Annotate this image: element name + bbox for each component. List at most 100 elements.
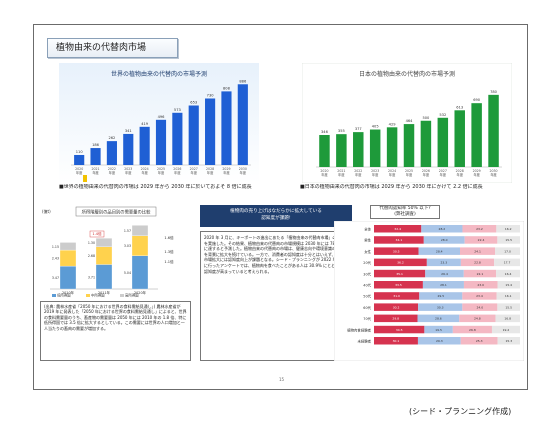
demand-annotation: 1.6倍 [164,235,174,240]
survey-value-label: 17.7 [504,261,511,265]
survey-value-label: 19.5 [435,328,442,332]
survey-chart-svg: 全体 32.4 28.2 23.2 16.2 男性 34.1 28.0 22.4 15.5 女性 30… [334,221,524,361]
chart-bar [319,134,330,167]
chart-value-label: 464 [406,119,414,123]
chart-tick-label: 2021 [337,169,345,173]
chart-tick-label: 2025 [157,167,165,171]
survey-bar-segment [452,325,492,334]
survey-bar-segment [491,325,520,334]
demand-tick-label: 2010年 [62,290,75,295]
demand-chart-svg: (億t) 所得階層別の品目別の需要量の比較 3.47 2.43 1.15 2010年 3… [42,206,174,298]
chart-tick-label: 2028 [456,169,464,173]
survey-bar-segment [374,236,424,244]
survey-row-label: 全体 [364,227,371,232]
chart-tick-label: 2027 [439,169,447,173]
survey-bar-segment [424,325,453,334]
survey-bar-segment [426,258,461,267]
survey-row-label: 20代 [363,260,371,265]
survey-bar-segment [374,258,427,267]
chart-value-label: 653 [190,101,197,105]
survey-value-label: 28.2 [439,227,446,231]
chart-tick-label: 年度 [457,172,464,177]
survey-bar-segment [494,258,520,267]
chart-value-label: 500 [422,116,430,120]
chart-tick-label: 年度 [125,170,132,175]
survey-value-label: 28.1 [440,283,447,287]
survey-value-label: 15.5 [505,305,512,309]
chart-tick-label: 2024 [141,167,149,171]
chart-tick-label: 年度 [406,172,413,177]
chart-bar [437,117,449,167]
chart-tick-label: 2029 [222,167,230,171]
demand-bar-segment [59,249,77,267]
chart-tick-label: 2022 [354,169,362,173]
survey-row-label: 70代 [363,316,371,321]
survey-value-label: 24.1 [474,249,481,253]
chart-bar [74,154,85,165]
survey-bar-segment [418,303,463,311]
survey-value-label: 23.2 [476,227,483,231]
chart-bar [353,132,364,167]
survey-value-label: 33.5 [395,283,402,287]
world-market-chart: 世界の植物由来の代替肉の市場予測 110 2020 年度 186 2021 年度 262 20… [59,63,259,183]
survey-value-label: 36.2 [397,261,404,265]
survey-value-label: 29.5 [437,294,444,298]
chart-bar [155,119,167,165]
survey-bar-segment [496,269,520,278]
demand-legend-label: 中所得国 [91,293,105,298]
survey-value-label: 30.2 [393,305,400,309]
survey-bar-segment [418,247,460,255]
chart-tick-label: 2020 [75,167,83,171]
survey-bar-segment [374,303,419,311]
survey-bar-segment [460,258,495,267]
survey-bar-segment [463,269,497,278]
demand-bar-segment [59,242,77,251]
survey-value-label: 24.0 [477,305,484,309]
demand-bar-segment [95,246,113,265]
chart-bar [336,134,347,167]
chart-tick-label: 2025 [405,169,413,173]
chart-tick-label: 年度 [440,172,447,177]
demand-legend-swatch [120,294,124,297]
chart-value-label: 341 [125,129,132,133]
chart-tick-label: 年度 [355,172,362,177]
image-credit: (シード・プランニング作成) [409,407,512,416]
survey-bar-segment [423,236,465,244]
survey-value-label: 28.0 [441,238,448,242]
survey-bar-segment [374,314,418,323]
survey-bar-segment [460,337,498,345]
survey-bar-segment [462,225,497,233]
demand-value-label: 1.57 [124,229,131,233]
demand-value-label: 1.15 [52,245,59,249]
world-chart-caption: ■世界の植物由来の代替肉の市場は 2029 年から 2030 年に於いておよそ … [59,184,252,190]
survey-value-label: 23.4 [476,294,483,298]
chart-tick-label: 2030 [489,169,497,173]
demand-value-label: 2.43 [52,257,59,261]
japan-chart-title: 日本の植物由来の代替肉の市場予測 [359,70,455,78]
survey-value-label: 29.3 [436,339,443,343]
survey-value-label: 23.0 [477,283,484,287]
chart-tick-label: 年度 [207,170,214,175]
demand-bar-segment [131,255,149,290]
survey-bar-segment [421,225,463,233]
demand-bar-segment [131,225,149,236]
chart-value-label: 355 [338,129,345,133]
chart-bar [90,148,101,165]
survey-value-label: 16.8 [504,317,511,321]
survey-bar-segment [374,247,419,255]
chart-tick-label: 2022 [108,167,116,171]
chart-value-label: 886 [239,79,247,83]
survey-panel: 代替肉認知率 50% 以下? (弊社調査) 全体 32.4 28.2 23.2 16.2… [334,205,524,361]
survey-value-label: 26.8 [469,328,476,332]
chart-tick-label: 年度 [141,170,148,175]
survey-value-label: 22.4 [478,238,485,242]
chart-tick-label: 年度 [158,170,165,175]
survey-value-label: 32.4 [394,227,401,231]
demand-bar-segment [59,265,77,290]
chart-tick-label: 2030 [239,167,247,171]
survey-value-label: 24.8 [474,317,481,321]
survey-bar-segment [462,292,497,300]
chart-value-label: 110 [76,150,84,154]
chart-tick-label: 年度 [423,172,430,177]
chart-tick-label: 年度 [223,170,230,175]
